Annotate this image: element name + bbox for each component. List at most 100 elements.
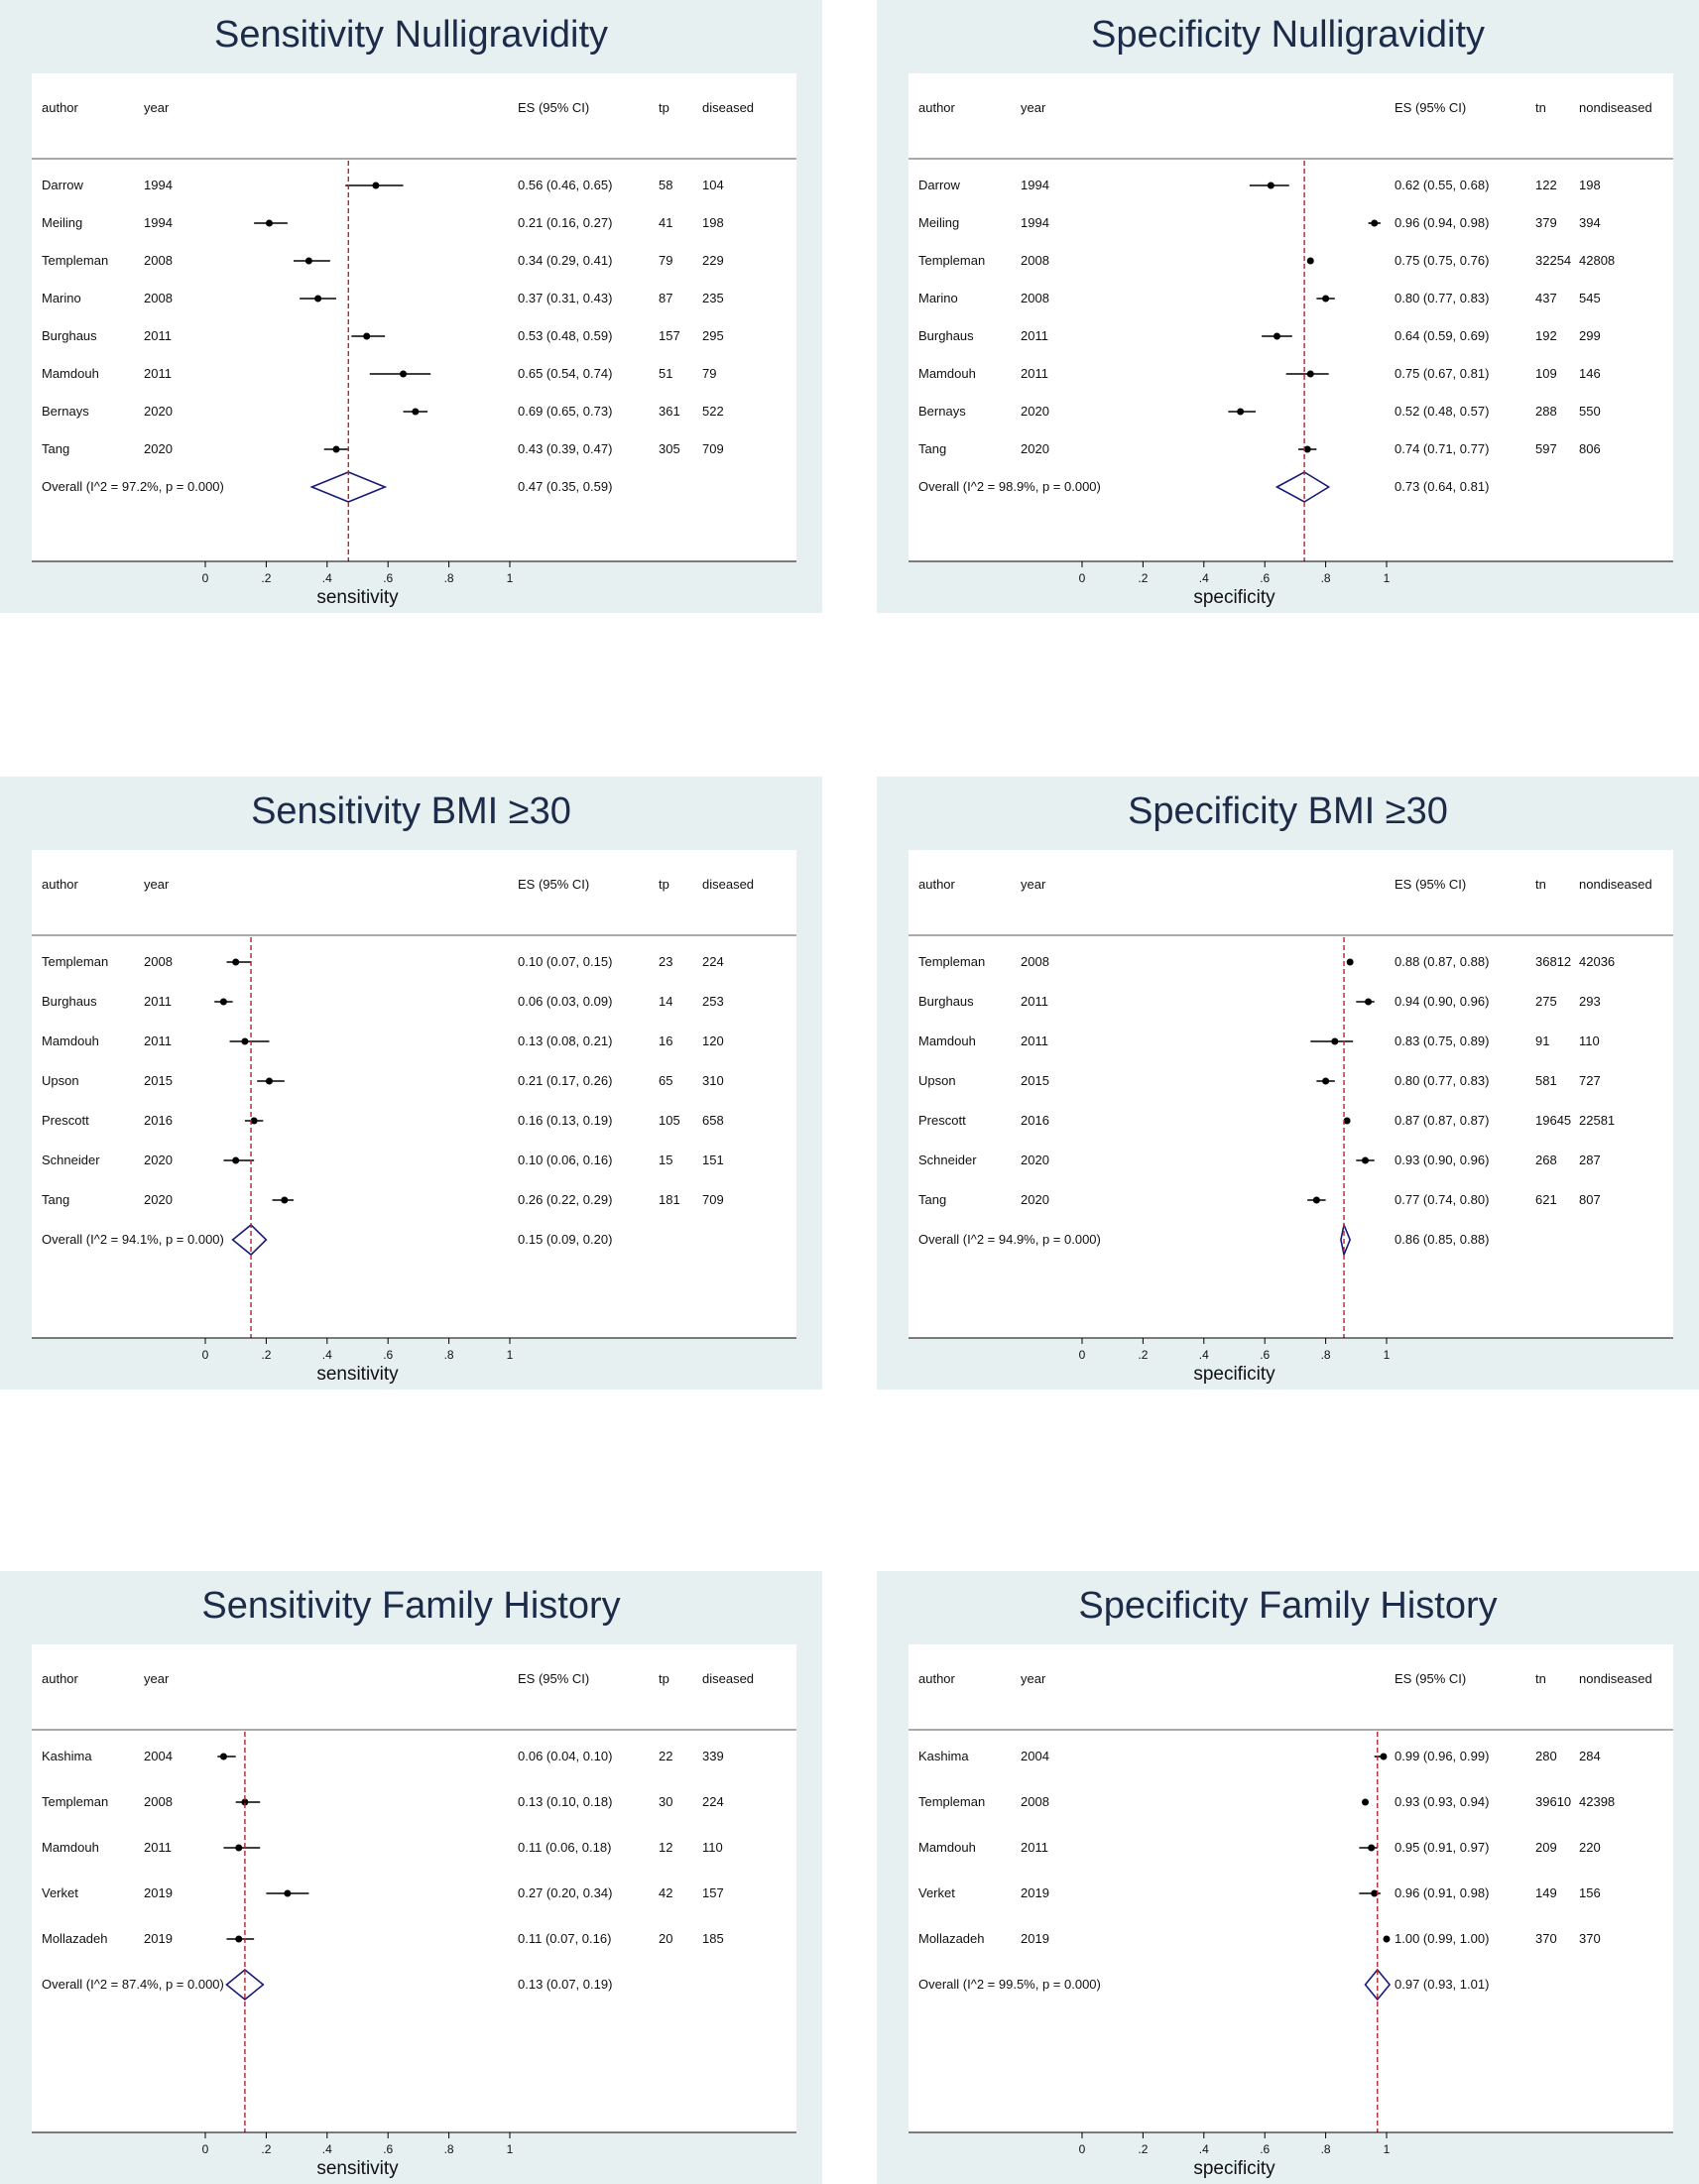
x-tick-label: .4 (1199, 1348, 1209, 1362)
column-header: author (42, 877, 79, 892)
study-es-ci: 0.10 (0.07, 0.15) (518, 954, 612, 969)
study-total: 295 (702, 328, 724, 343)
study-es-ci: 0.65 (0.54, 0.74) (518, 366, 612, 381)
study-count: 42 (659, 1885, 672, 1900)
forest-plot: author year ES (95% CI) tn nondiseased Darrow… (909, 73, 1673, 608)
x-tick-label: .6 (383, 2142, 393, 2156)
study-count: 122 (1535, 178, 1557, 192)
study-year: 2008 (1021, 954, 1049, 969)
study-es-ci: 0.13 (0.08, 0.21) (518, 1033, 612, 1048)
study-es-ci: 0.11 (0.07, 0.16) (518, 1931, 611, 1946)
study-year: 2008 (1021, 253, 1049, 268)
study-point (1365, 998, 1373, 1006)
study-total: 224 (702, 1794, 724, 1809)
column-header: tn (1535, 1671, 1546, 1686)
study-year: 2008 (144, 253, 173, 268)
study-count: 288 (1535, 404, 1557, 419)
study-point (1383, 1935, 1391, 1943)
study-count: 305 (659, 441, 680, 456)
study-count: 32254 (1535, 253, 1571, 268)
x-tick-label: .4 (322, 2142, 332, 2156)
x-tick-label: .2 (261, 571, 271, 585)
x-tick-label: .2 (261, 2142, 271, 2156)
study-count: 581 (1535, 1073, 1557, 1088)
study-total: 198 (702, 215, 724, 230)
study-total: 42398 (1579, 1794, 1615, 1809)
overall-diamond (309, 471, 388, 503)
study-count: 19645 (1535, 1113, 1571, 1128)
study-author: Burghaus (42, 994, 97, 1009)
study-author: Mollazadeh (918, 1931, 985, 1946)
overall-label: Overall (I^2 = 98.9%, p = 0.000) (918, 479, 1101, 494)
column-header: year (1021, 1671, 1046, 1686)
study-point (1371, 1889, 1379, 1897)
study-year: 2015 (1021, 1073, 1049, 1088)
study-year: 2011 (144, 1840, 172, 1855)
column-header: year (144, 877, 170, 892)
overall-es-ci: 0.13 (0.07, 0.19) (518, 1977, 612, 1992)
study-author: Bernays (918, 404, 966, 419)
study-total: 156 (1579, 1885, 1601, 1900)
study-author: Verket (42, 1885, 78, 1900)
study-point (219, 998, 227, 1006)
study-year: 2019 (1021, 1885, 1049, 1900)
forest-plot: author year ES (95% CI) tn nondiseased Kashim… (909, 1644, 1673, 2179)
overall-es-ci: 0.73 (0.64, 0.81) (1395, 479, 1489, 494)
x-tick-label: .2 (261, 1348, 271, 1362)
study-count: 109 (1535, 366, 1557, 381)
study-total: 284 (1579, 1749, 1601, 1763)
study-es-ci: 0.11 (0.06, 0.18) (518, 1840, 611, 1855)
overall-es-ci: 0.86 (0.85, 0.88) (1395, 1232, 1489, 1247)
overall-diamond (225, 1968, 265, 2002)
study-es-ci: 0.62 (0.55, 0.68) (1395, 178, 1489, 192)
study-es-ci: 0.06 (0.03, 0.09) (518, 994, 612, 1009)
study-es-ci: 0.96 (0.94, 0.98) (1395, 215, 1489, 230)
forest-plot: author year ES (95% CI) tp diseased Kashima 20… (32, 1644, 796, 2179)
study-es-ci: 0.13 (0.10, 0.18) (518, 1794, 612, 1809)
column-header: tp (659, 877, 669, 892)
study-es-ci: 0.21 (0.16, 0.27) (518, 215, 612, 230)
column-header: nondiseased (1579, 1671, 1652, 1686)
study-es-ci: 0.99 (0.96, 0.99) (1395, 1749, 1489, 1763)
study-total: 229 (702, 253, 724, 268)
study-total: 185 (702, 1931, 724, 1946)
overall-es-ci: 0.47 (0.35, 0.59) (518, 479, 612, 494)
study-point (265, 219, 273, 227)
study-total: 110 (1579, 1033, 1600, 1048)
overall-diamond (1274, 471, 1331, 503)
study-point (1267, 182, 1274, 189)
study-author: Templeman (42, 954, 108, 969)
forest-panel-sens-nulligravidity: Sensitivity Nulligravidity author year ES … (0, 0, 822, 613)
study-year: 2011 (1021, 1840, 1048, 1855)
study-total: 235 (702, 291, 724, 305)
study-count: 280 (1535, 1749, 1557, 1763)
study-year: 2015 (144, 1073, 173, 1088)
study-count: 105 (659, 1113, 680, 1128)
study-count: 379 (1535, 215, 1557, 230)
study-author: Burghaus (42, 328, 97, 343)
study-total: 339 (702, 1749, 724, 1763)
study-point (235, 1935, 243, 1943)
study-year: 2008 (1021, 1794, 1049, 1809)
study-point (241, 1798, 249, 1806)
study-point (219, 1753, 227, 1760)
study-point (1331, 1037, 1339, 1045)
study-total: 658 (702, 1113, 724, 1128)
study-es-ci: 0.95 (0.91, 0.97) (1395, 1840, 1489, 1855)
overall-diamond (1364, 1968, 1392, 2002)
study-total: 522 (702, 404, 724, 419)
study-year: 2019 (1021, 1931, 1049, 1946)
study-author: Upson (42, 1073, 79, 1088)
study-year: 2020 (144, 1153, 173, 1167)
column-header: ES (95% CI) (1395, 877, 1466, 892)
study-point (265, 1077, 273, 1085)
x-axis-label: specificity (1193, 587, 1275, 608)
study-total: 42036 (1579, 954, 1615, 969)
study-es-ci: 0.06 (0.04, 0.10) (518, 1749, 612, 1763)
study-total: 79 (702, 366, 716, 381)
study-author: Marino (918, 291, 958, 305)
study-es-ci: 0.93 (0.90, 0.96) (1395, 1153, 1489, 1167)
column-header: diseased (702, 100, 754, 115)
study-point (1380, 1753, 1388, 1760)
study-author: Templeman (42, 253, 108, 268)
